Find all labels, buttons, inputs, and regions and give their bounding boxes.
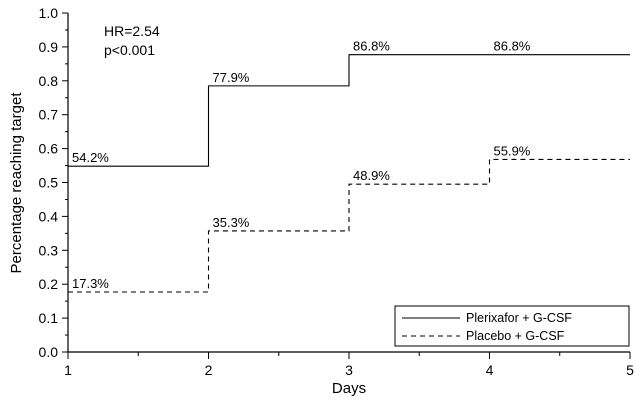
- p-value-annotation: p<0.001: [104, 42, 155, 58]
- series-line-plerixafor: [68, 54, 630, 167]
- x-axis-title: Days: [332, 380, 366, 397]
- data-label: 77.9%: [213, 70, 250, 85]
- hr-annotation: HR=2.54: [104, 23, 160, 39]
- y-ticks: 0.0 0.1 0.2 0.3 0.4 0.5 0.6 0.7 0.8 0.9 1.0: [39, 5, 68, 360]
- x-tick-label: 1: [64, 362, 72, 378]
- data-label: 35.3%: [213, 215, 250, 230]
- y-tick-label: 0.5: [39, 175, 59, 191]
- legend: Plerixafor + G-CSF Placebo + G-CSF: [394, 305, 630, 347]
- y-tick-label: 0.2: [39, 276, 59, 292]
- y-tick-label: 0.6: [39, 141, 59, 157]
- data-label: 54.2%: [72, 150, 109, 165]
- data-label: 48.9%: [353, 168, 390, 183]
- y-axis-title: Percentage reaching target: [8, 92, 25, 274]
- y-tick-label: 0.1: [39, 310, 59, 326]
- series-line-placebo: [68, 158, 630, 293]
- x-tick-label: 4: [486, 362, 494, 378]
- legend-box: [394, 305, 630, 347]
- x-tick-label: 5: [626, 362, 634, 378]
- x-ticks: 1 2 3 4 5: [64, 352, 634, 378]
- y-tick-label: 1.0: [39, 5, 59, 21]
- data-label: 55.9%: [494, 143, 531, 158]
- legend-label-plerixafor: Plerixafor + G-CSF: [466, 311, 572, 325]
- series-layer: [68, 54, 630, 293]
- y-tick-label: 0.4: [39, 208, 59, 224]
- data-label: 86.8%: [353, 39, 390, 54]
- y-tick-label: 0.3: [39, 242, 59, 258]
- y-tick-label: 0.7: [39, 107, 59, 123]
- y-tick-label: 0.8: [39, 73, 59, 89]
- x-tick-label: 3: [345, 362, 353, 378]
- y-tick-label: 0.9: [39, 39, 59, 55]
- legend-label-placebo: Placebo + G-CSF: [466, 329, 565, 343]
- data-label: 17.3%: [72, 276, 109, 291]
- y-tick-label: 0.0: [39, 344, 59, 360]
- data-label: 86.8%: [494, 39, 531, 54]
- data-labels: 54.2% 77.9% 86.8% 86.8% 17.3% 35.3% 48.9% 55.9%: [72, 39, 531, 291]
- x-tick-label: 2: [205, 362, 213, 378]
